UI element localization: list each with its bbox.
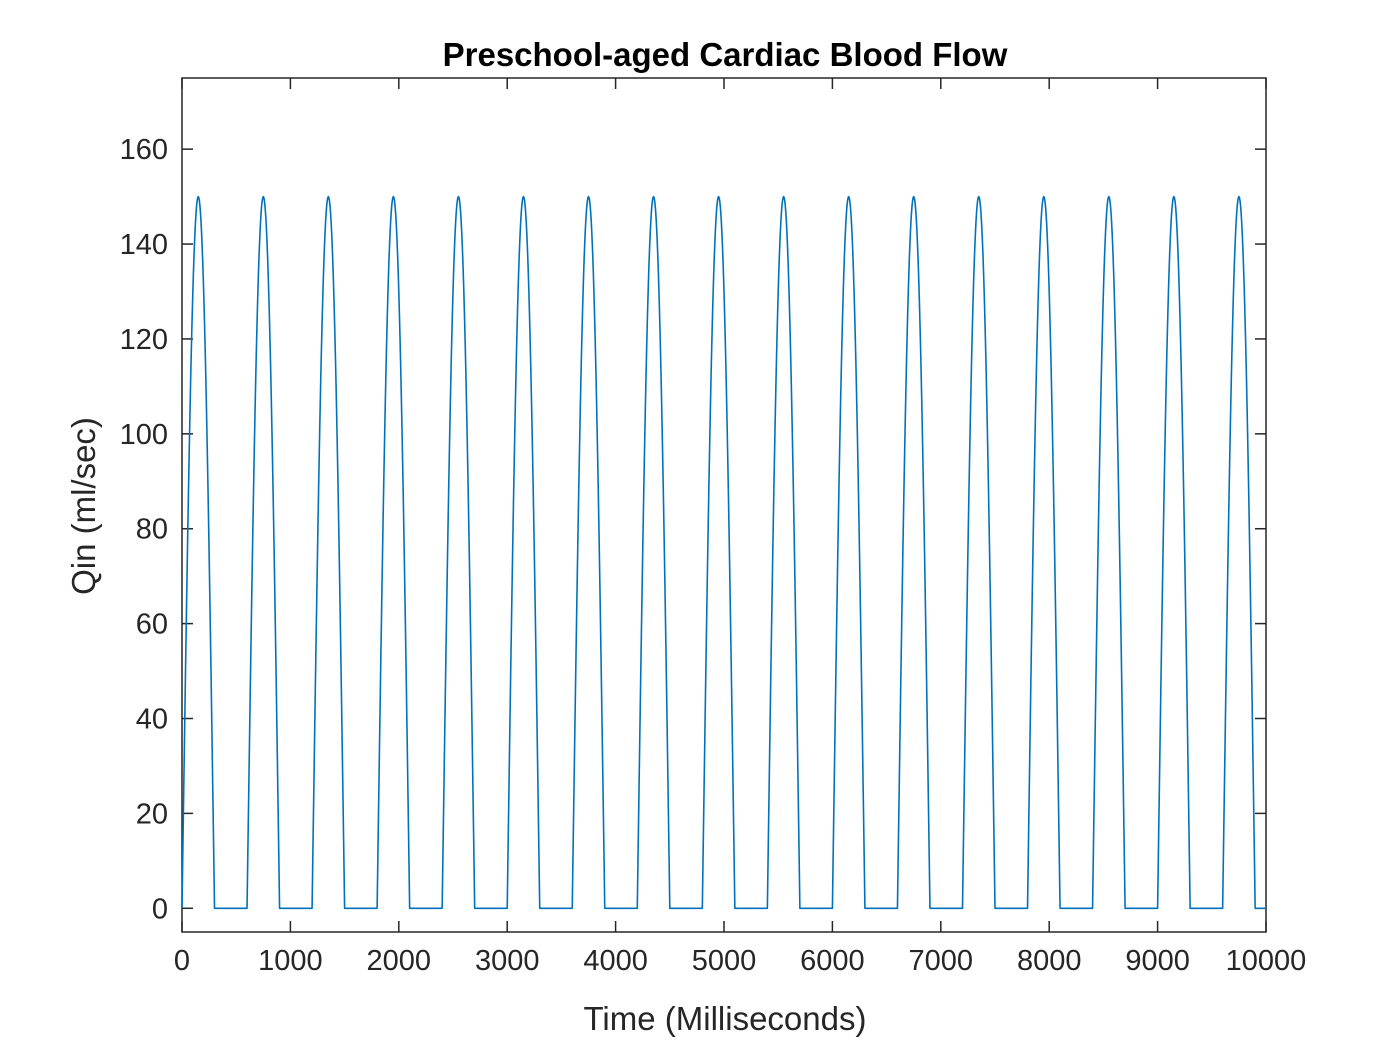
x-tick-label: 10000 xyxy=(1226,945,1307,977)
x-tick-label: 2000 xyxy=(367,945,432,977)
x-tick-label: 3000 xyxy=(475,945,540,977)
y-axis-title: Qin (ml/sec) xyxy=(65,417,102,595)
series-line xyxy=(181,195,1266,910)
plot-area: 0 1000 2000 3000 4000 5000 6000 7000 8000 9000 100… xyxy=(120,77,1307,977)
axes-box xyxy=(181,77,1267,933)
y-tick-label: 40 xyxy=(136,704,168,736)
x-tick-label: 9000 xyxy=(1125,945,1190,977)
x-tick-label: 5000 xyxy=(692,945,757,977)
y-tick-label: 160 xyxy=(120,134,168,166)
x-tick-label: 4000 xyxy=(583,945,648,977)
y-tick-label: 60 xyxy=(136,609,168,641)
x-tick-label: 0 xyxy=(174,945,190,977)
x-tick-label: 7000 xyxy=(909,945,974,977)
y-tick-label: 20 xyxy=(136,798,168,830)
x-axis-title: Time (Milliseconds) xyxy=(584,1000,867,1037)
y-tick-label: 80 xyxy=(136,514,168,546)
y-tick-label: 120 xyxy=(120,324,168,356)
chart-title: Preschool-aged Cardiac Blood Flow xyxy=(443,36,1008,73)
y-tick-label: 100 xyxy=(120,419,168,451)
x-tick-label: 6000 xyxy=(800,945,865,977)
y-tick-label: 0 xyxy=(152,893,168,925)
x-tick-label: 1000 xyxy=(258,945,323,977)
y-tick-label: 140 xyxy=(120,229,168,261)
x-tick-label: 8000 xyxy=(1017,945,1082,977)
